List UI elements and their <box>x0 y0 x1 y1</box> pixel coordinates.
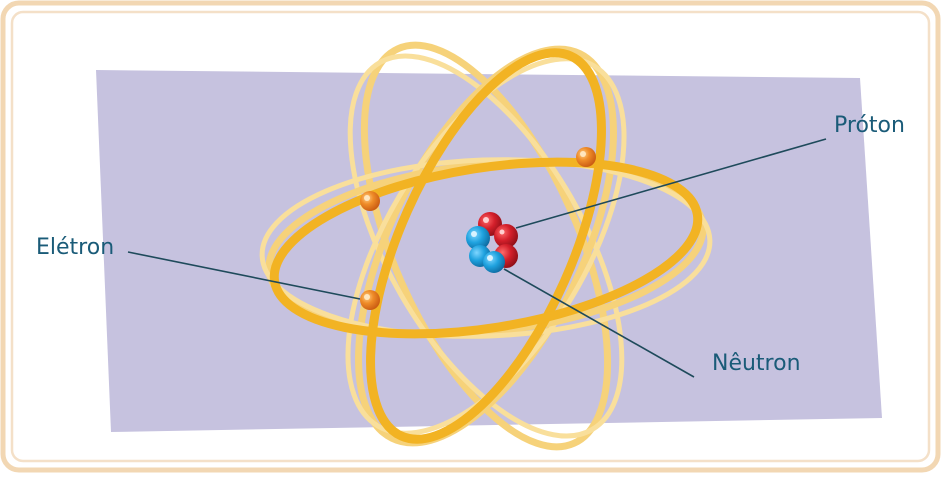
leader-lines <box>127 138 827 378</box>
electron-particle-2 <box>360 191 380 211</box>
orbit-ring-4 <box>345 56 627 436</box>
electron-highlight-2 <box>364 195 370 201</box>
neutron-leader-line <box>503 268 695 378</box>
electrons <box>360 147 596 310</box>
electron-particle-1 <box>576 147 596 167</box>
orbit-ring-2 <box>347 53 625 439</box>
orbits <box>259 41 713 451</box>
proton-highlight-2 <box>499 229 505 235</box>
orbit-ring-3 <box>355 45 617 447</box>
proton-particle-2 <box>494 224 518 248</box>
electron-label: Elétron <box>36 235 114 260</box>
nucleus <box>466 212 518 273</box>
neutron-highlight-1 <box>471 231 477 237</box>
electron-highlight-1 <box>580 151 586 157</box>
proton-label: Próton <box>834 113 905 138</box>
neutron-label: Nêutron <box>712 351 801 376</box>
electron-particle-3 <box>360 290 380 310</box>
electron-highlight-3 <box>364 294 370 300</box>
proton-highlight <box>483 217 489 223</box>
neutron-particle-3 <box>483 251 505 273</box>
proton-leader-line <box>515 138 827 229</box>
orbit-ring-6 <box>259 157 713 339</box>
neutron-highlight-2 <box>487 255 493 261</box>
orbit-band-1 <box>366 48 606 444</box>
orbit-ring-1 <box>360 41 612 451</box>
electron-leader-line <box>127 251 361 300</box>
